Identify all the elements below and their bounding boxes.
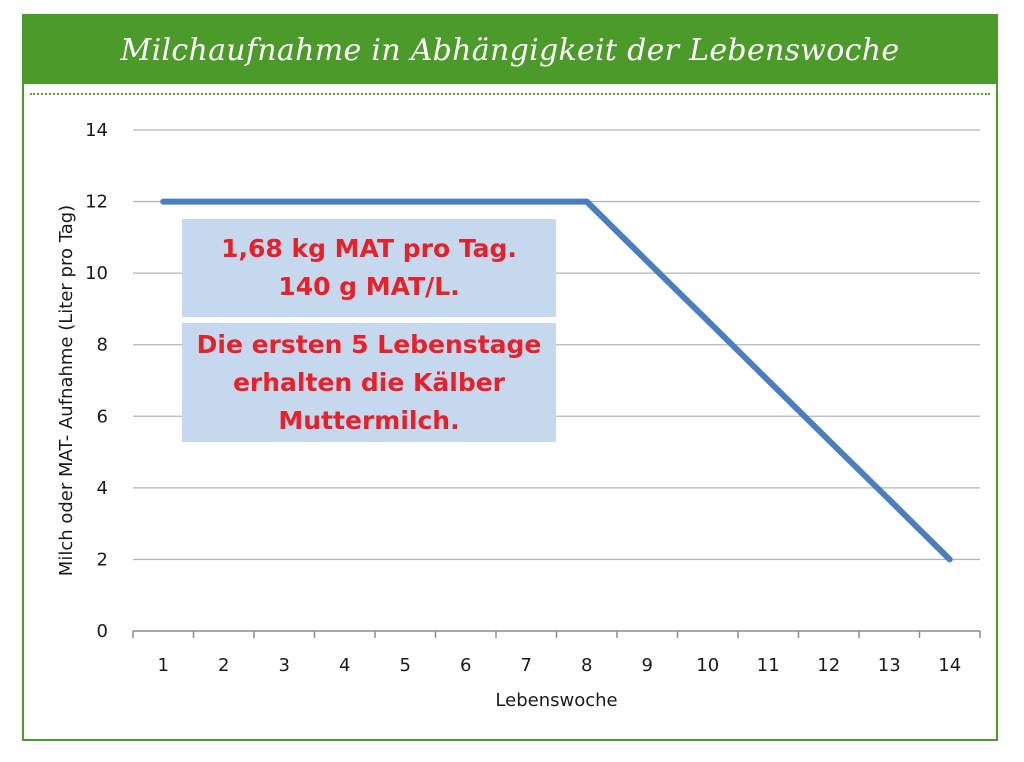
y-tick-label: 6 xyxy=(97,406,108,427)
annotation-line: Die ersten 5 Lebenstage xyxy=(196,329,542,359)
annotation-line: erhalten die Kälber xyxy=(232,367,506,397)
y-axis-title: Milch oder MAT- Aufnahme (Liter pro Tag) xyxy=(56,205,77,576)
x-tick-label: 10 xyxy=(696,655,719,676)
title-bar: Milchaufnahme in Abhängigkeit der Lebens… xyxy=(24,16,996,84)
y-tick-label: 4 xyxy=(97,478,108,499)
annotation-box-colostrum: Die ersten 5 Lebenstage erhalten die Käl… xyxy=(182,323,556,442)
series xyxy=(160,198,953,563)
x-tick-label: 8 xyxy=(581,655,592,676)
y-tick-label: 0 xyxy=(97,621,108,642)
x-axis-title: Lebenswoche xyxy=(495,690,617,711)
x-tick-label: 4 xyxy=(339,655,350,676)
x-tick-label: 13 xyxy=(878,655,901,676)
y-tick-label: 14 xyxy=(85,120,108,141)
dotted-divider xyxy=(30,93,990,95)
x-tick-label: 14 xyxy=(938,655,961,676)
x-tick-label: 11 xyxy=(757,655,780,676)
y-tick-label: 10 xyxy=(85,263,108,284)
annotation-line: Muttermilch. xyxy=(278,405,460,435)
annotation-box-mat: 1,68 kg MAT pro Tag. 140 g MAT/L. xyxy=(182,219,556,317)
annotation-line: 1,68 kg MAT pro Tag. xyxy=(221,234,517,263)
series-line xyxy=(160,198,953,563)
annotation-line: 140 g MAT/L. xyxy=(278,272,460,301)
x-tick-label: 7 xyxy=(521,655,532,676)
x-tick-label: 1 xyxy=(158,655,169,676)
x-tick-label: 9 xyxy=(642,655,653,676)
x-tick-label: 12 xyxy=(817,655,840,676)
x-tick-label: 6 xyxy=(460,655,471,676)
chart-title: Milchaufnahme in Abhängigkeit der Lebens… xyxy=(120,32,900,68)
y-tick-label: 2 xyxy=(97,549,108,570)
x-tick-label: 5 xyxy=(400,655,411,676)
x-tick-label: 3 xyxy=(279,655,290,676)
x-tick-label: 2 xyxy=(218,655,229,676)
y-tick-label: 12 xyxy=(85,192,108,213)
y-tick-label: 8 xyxy=(97,335,108,356)
